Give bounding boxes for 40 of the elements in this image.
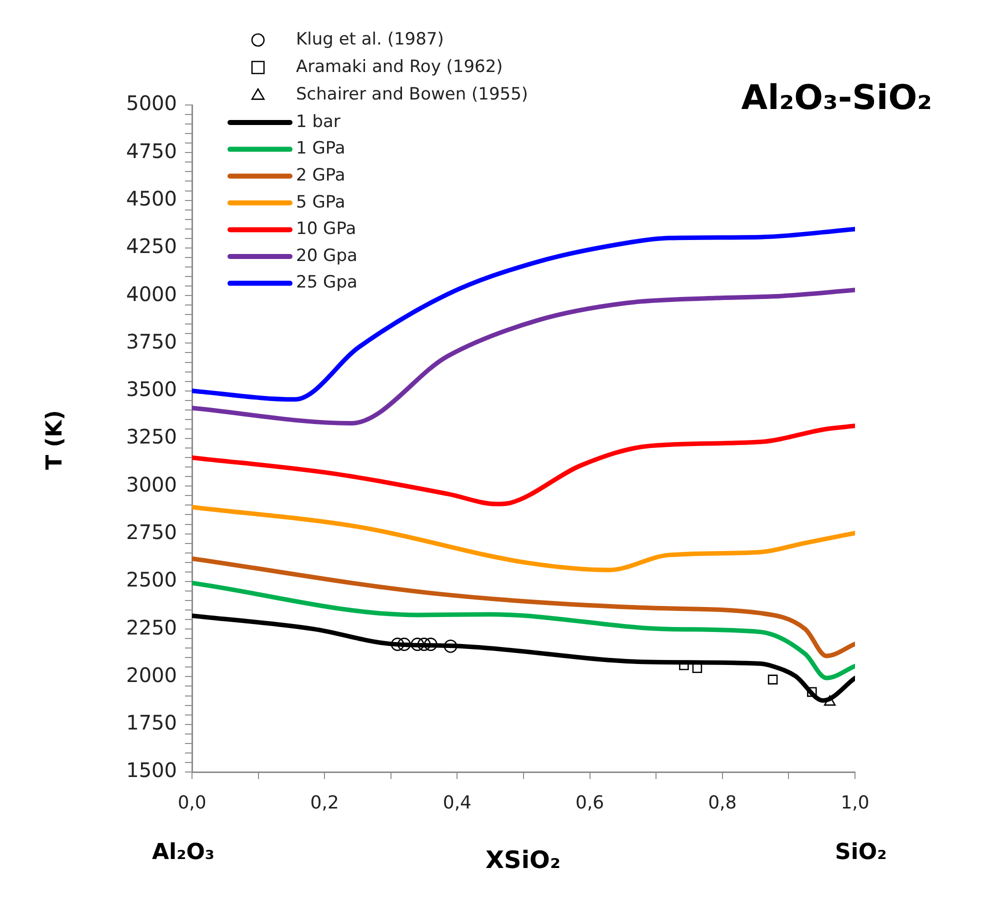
legend-label: 10 GPa xyxy=(296,219,356,240)
text: SiO₂ xyxy=(835,840,887,865)
y-tick-label: 3250 xyxy=(126,424,177,449)
y-tick-label: 3000 xyxy=(126,472,177,496)
legend-label: Aramaki and Roy (1962) xyxy=(296,56,503,77)
y-tick-label: 2750 xyxy=(126,520,177,544)
legend-label: 5 GPa xyxy=(296,192,346,212)
y-tick-label: 3500 xyxy=(126,377,177,402)
y-tick-label: 2250 xyxy=(126,615,177,640)
legend-label: Schairer and Bowen (1955) xyxy=(296,84,528,104)
y-tick-label: 2500 xyxy=(126,568,177,592)
x-axis-title: XSiO₂ xyxy=(486,846,560,874)
line-series xyxy=(192,580,855,680)
x-tick-label: 0,4 xyxy=(442,792,472,814)
legend-label: 25 Gpa xyxy=(296,272,358,293)
y-tick-label: 5000 xyxy=(126,91,177,116)
y-tick-label: 2000 xyxy=(126,662,177,687)
y-tick-label: 3750 xyxy=(126,329,177,354)
line-series xyxy=(192,556,855,658)
x-tick-label: 0,8 xyxy=(708,792,737,814)
chart-title: Al₂O₃-SiO₂ xyxy=(741,78,932,118)
text: Al₂O₃ xyxy=(152,840,215,865)
legend-label: Klug et al. (1987) xyxy=(296,29,444,50)
legend-label: 1 GPa xyxy=(296,138,346,159)
line-series xyxy=(192,504,855,572)
line-series xyxy=(192,424,855,506)
y-axis-title: T (K) xyxy=(42,410,68,470)
legend-label: 1 bar xyxy=(296,112,340,132)
x-tick-label: 0,6 xyxy=(575,792,604,814)
y-tick-label: 4000 xyxy=(126,282,177,306)
x-tick-label: 0,0 xyxy=(178,792,206,814)
y-tick-label: 4750 xyxy=(126,138,177,163)
y-tick-label: 4500 xyxy=(126,186,177,210)
legend-label: 2 GPa xyxy=(296,166,346,186)
x-tick-label: 0,2 xyxy=(310,792,339,814)
y-tick-label: 1500 xyxy=(126,758,177,782)
y-tick-label: 1750 xyxy=(126,710,177,735)
x-tick-label: 1,0 xyxy=(840,792,870,814)
legend-label: 20 Gpa xyxy=(296,246,358,266)
y-tick-label: 4250 xyxy=(126,234,177,258)
